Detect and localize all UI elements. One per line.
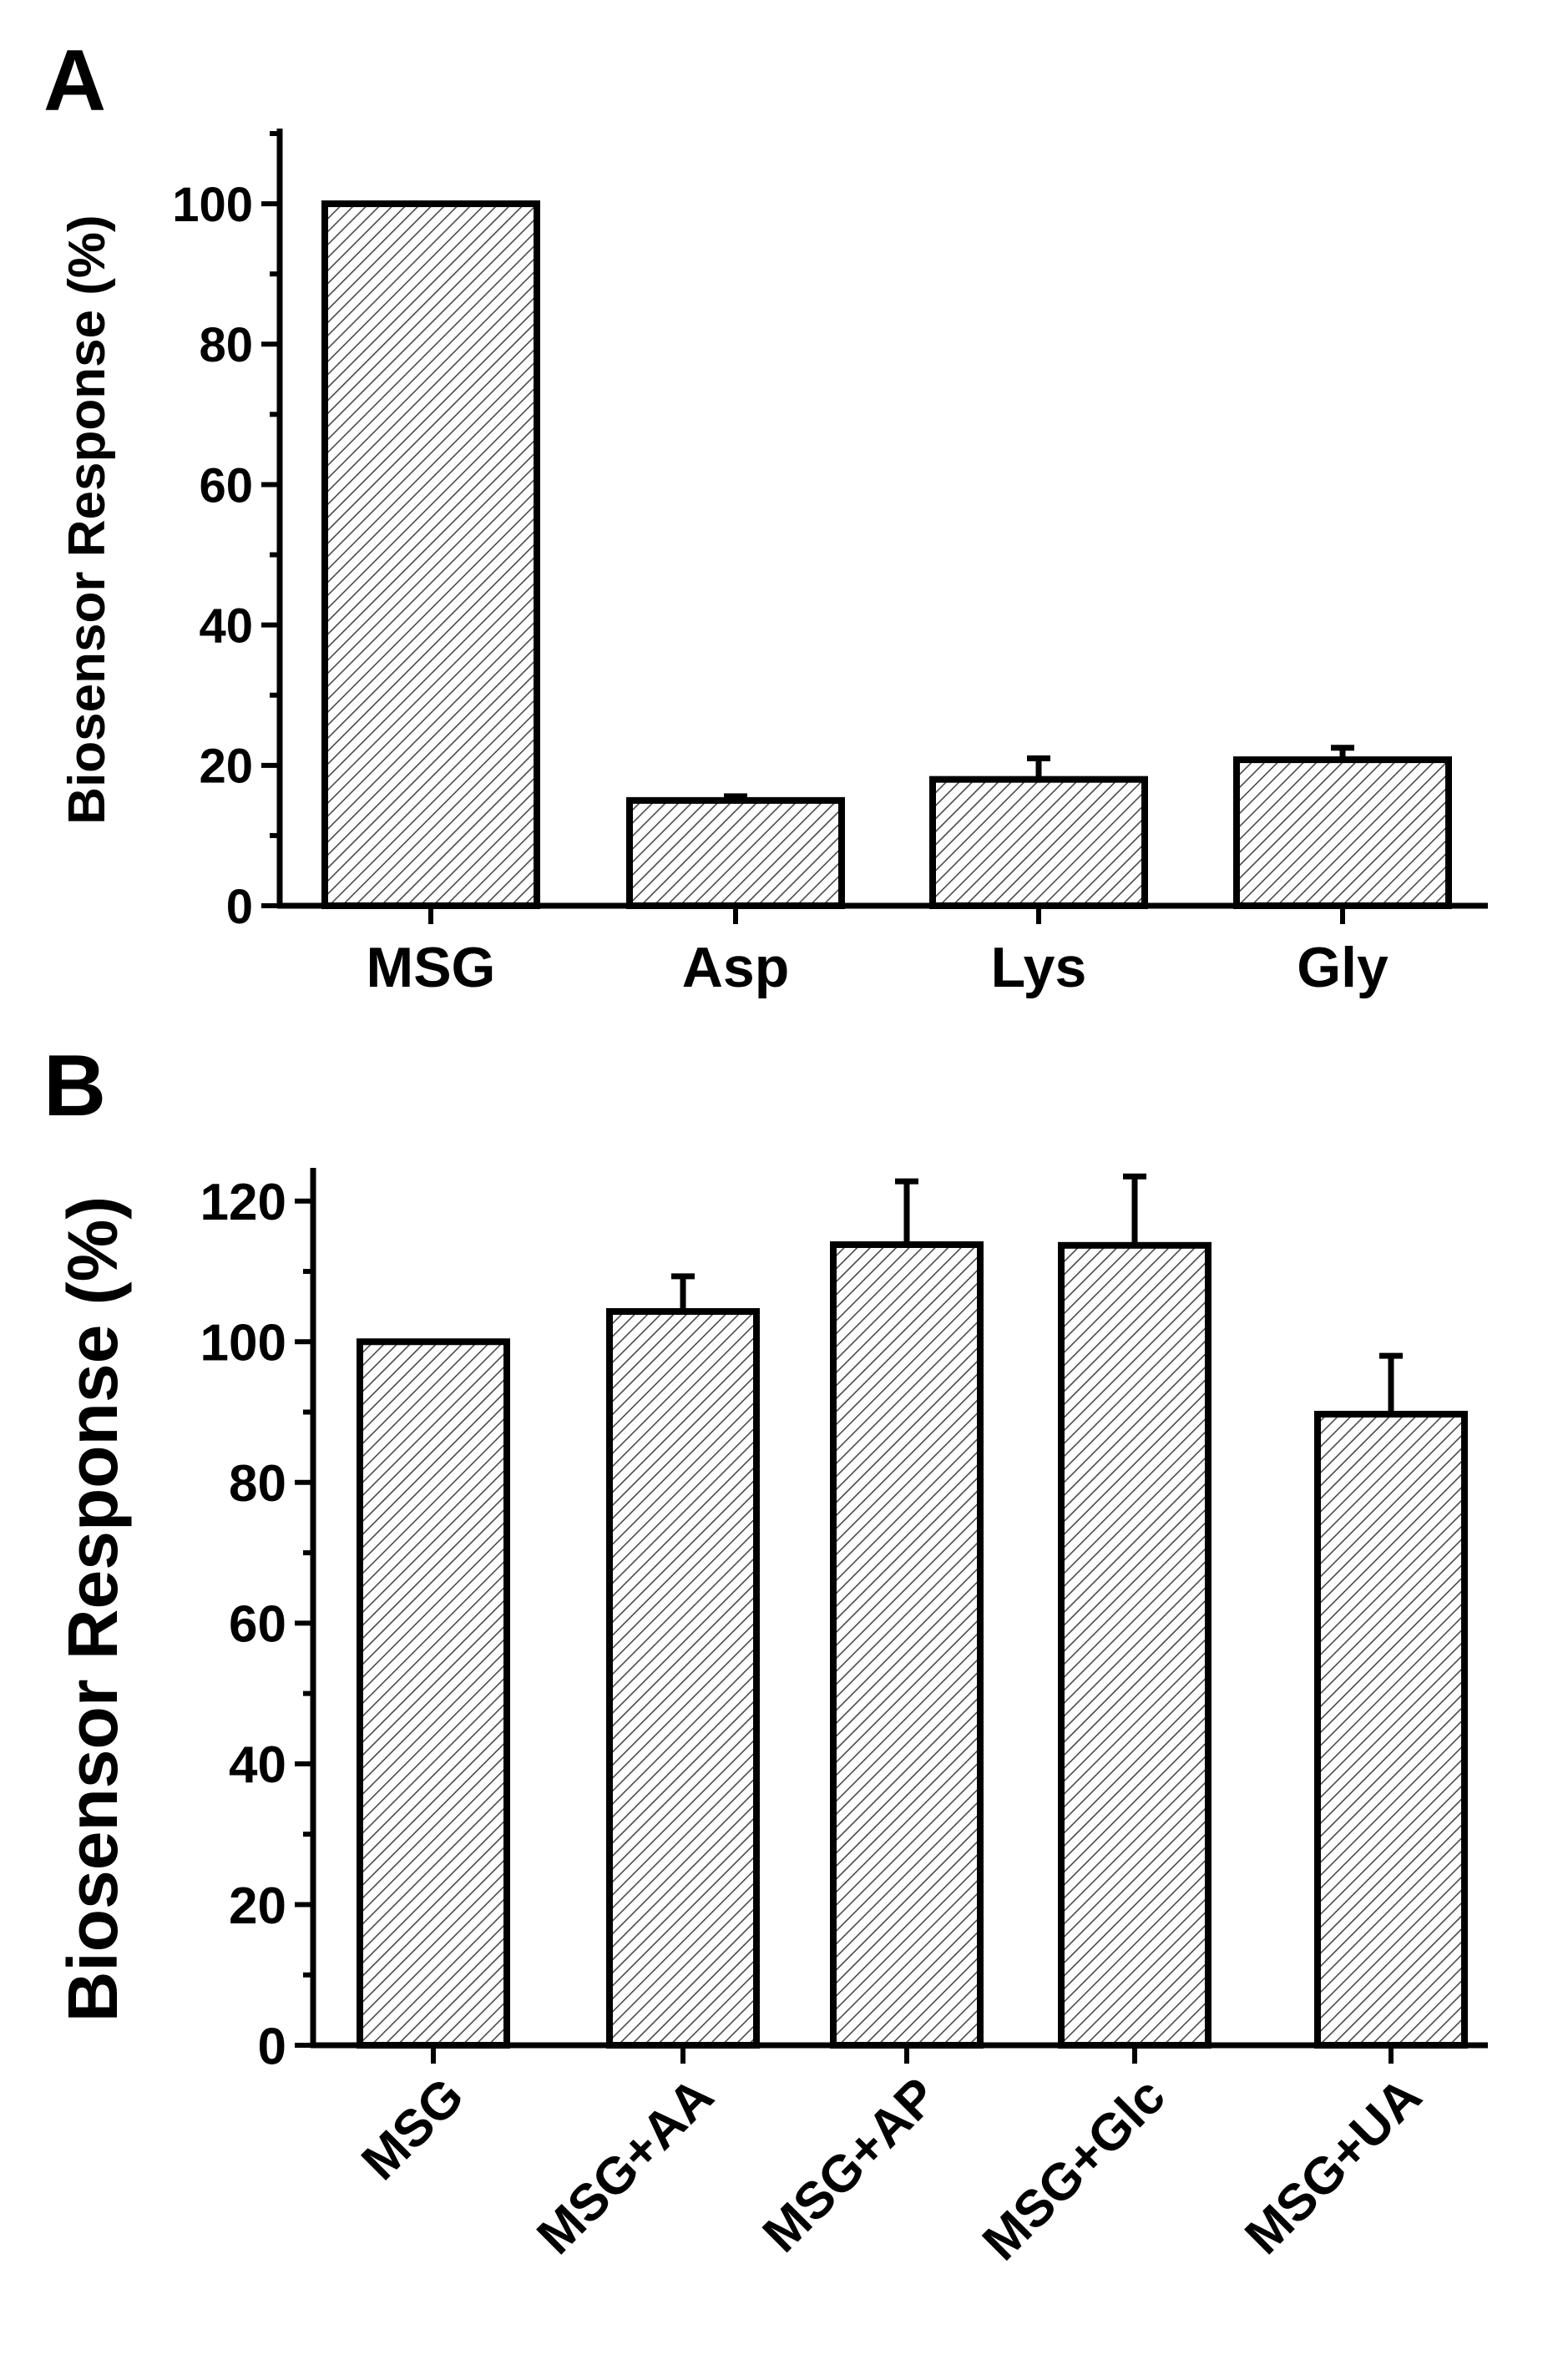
y-tick-label: 80 — [199, 318, 253, 372]
x-tick-label: Lys — [991, 936, 1087, 999]
bar-msg — [321, 200, 540, 910]
x-tick-label: Gly — [1297, 936, 1389, 999]
y-tick-label: 80 — [229, 1455, 286, 1513]
y-tick-label: 60 — [199, 458, 253, 513]
x-tick-label: MSG+AA — [526, 2067, 725, 2266]
bar-lys — [929, 776, 1148, 909]
y-tick-label: 20 — [229, 1877, 286, 1935]
y-tick-label: 60 — [229, 1596, 286, 1654]
x-tick-label: MSG+AP — [752, 2067, 948, 2263]
y-tick-label: 20 — [199, 740, 253, 794]
y-axis-label: Biosensor Response (%) — [58, 215, 116, 824]
x-tick-label: MSG+Glc — [972, 2067, 1176, 2271]
y-axis-label: Biosensor Response (%) — [53, 1196, 132, 2023]
x-tick-label: MSG+UA — [1234, 2067, 1433, 2266]
bar-msg-glc — [1058, 1241, 1211, 2049]
y-tick-label: 0 — [258, 2018, 286, 2075]
y-tick-label: 100 — [200, 1315, 286, 1372]
bar-asp — [626, 796, 845, 910]
x-tick-label: MSG — [351, 2067, 475, 2191]
y-tick-label: 120 — [200, 1174, 286, 1231]
y-tick-label: 0 — [226, 880, 253, 934]
bar-msg-ap — [830, 1241, 984, 2049]
y-tick-label: 100 — [172, 178, 253, 232]
bar-msg — [357, 1338, 510, 2049]
panel-letter: B — [43, 1038, 106, 1134]
y-tick-label: 40 — [229, 1736, 286, 1794]
bar-msg-aa — [606, 1308, 760, 2049]
y-tick-label: 40 — [199, 599, 253, 654]
panel-a: A Biosensor Response (%) MSG Asp Lys Gly 0 20 40… — [43, 33, 1488, 999]
x-tick-label: Asp — [682, 936, 789, 999]
bar-gly — [1233, 756, 1452, 909]
bar-msg-ua — [1314, 1411, 1468, 2049]
panel-letter: A — [43, 33, 106, 129]
x-tick-label: MSG — [367, 936, 496, 999]
